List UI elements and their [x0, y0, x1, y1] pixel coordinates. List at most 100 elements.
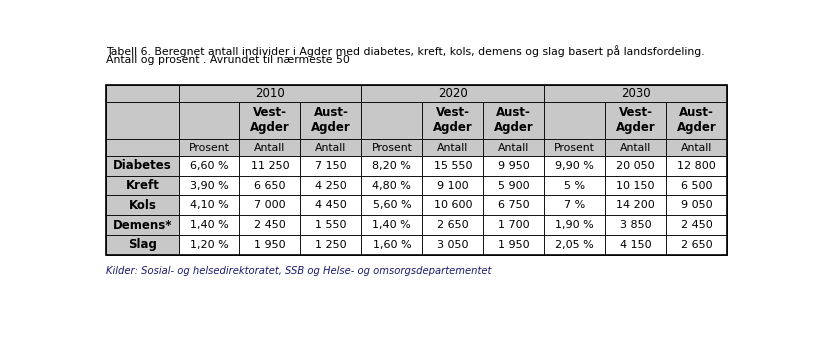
Bar	[483, 176, 544, 195]
Bar	[422, 235, 483, 255]
Bar	[666, 176, 727, 195]
Bar	[179, 176, 240, 195]
Text: 11 250: 11 250	[250, 161, 289, 171]
Bar	[361, 195, 422, 215]
Bar	[605, 156, 666, 176]
Text: 9 950: 9 950	[498, 161, 529, 171]
Text: Tabell 6. Beregnet antall individer i Agder med diabetes, kreft, kols, demens og: Tabell 6. Beregnet antall individer i Ag…	[107, 46, 705, 57]
Bar	[240, 176, 301, 195]
Text: Antall: Antall	[681, 142, 712, 153]
Bar	[422, 102, 483, 139]
Bar	[240, 156, 301, 176]
Bar	[666, 235, 727, 255]
Bar	[179, 156, 240, 176]
Bar	[240, 139, 301, 156]
Text: 5,60 %: 5,60 %	[372, 200, 411, 210]
Bar	[240, 215, 301, 235]
Bar	[666, 139, 727, 156]
Text: Vest-
Agder: Vest- Agder	[433, 106, 472, 134]
Text: 5 %: 5 %	[564, 181, 585, 191]
Bar	[422, 156, 483, 176]
Bar	[107, 215, 179, 235]
Bar	[301, 156, 361, 176]
Bar	[107, 176, 179, 195]
Text: 1,40 %: 1,40 %	[189, 220, 228, 230]
Bar	[179, 102, 240, 139]
Text: 1,60 %: 1,60 %	[372, 240, 411, 250]
Bar	[605, 215, 666, 235]
Text: 10 150: 10 150	[616, 181, 655, 191]
Bar	[107, 156, 179, 176]
Bar	[483, 215, 544, 235]
Bar	[544, 85, 727, 102]
Bar	[240, 195, 301, 215]
Bar	[422, 215, 483, 235]
Bar	[544, 195, 605, 215]
Text: 1,90 %: 1,90 %	[555, 220, 594, 230]
Bar	[544, 235, 605, 255]
Text: 6 650: 6 650	[254, 181, 285, 191]
Text: Prosent: Prosent	[189, 142, 229, 153]
Bar	[483, 195, 544, 215]
Text: Diabetes: Diabetes	[113, 159, 172, 172]
Text: 4 450: 4 450	[315, 200, 347, 210]
Bar	[361, 156, 422, 176]
Text: Kreft: Kreft	[125, 179, 159, 192]
Text: Antall: Antall	[437, 142, 468, 153]
Bar	[483, 139, 544, 156]
Text: 4 250: 4 250	[315, 181, 347, 191]
Bar	[422, 176, 483, 195]
Bar	[179, 139, 240, 156]
Text: 12 800: 12 800	[677, 161, 716, 171]
Text: Antall: Antall	[254, 142, 285, 153]
Text: 2,05 %: 2,05 %	[555, 240, 594, 250]
Bar	[605, 195, 666, 215]
Bar	[301, 215, 361, 235]
Text: 3 850: 3 850	[620, 220, 651, 230]
Bar	[483, 102, 544, 139]
Bar	[605, 176, 666, 195]
Bar	[422, 195, 483, 215]
Bar	[483, 156, 544, 176]
Text: 14 200: 14 200	[616, 200, 655, 210]
Text: 6 750: 6 750	[498, 200, 529, 210]
Text: 7 000: 7 000	[254, 200, 285, 210]
Bar	[483, 235, 544, 255]
Text: 1 250: 1 250	[315, 240, 346, 250]
Text: Aust-
Agder: Aust- Agder	[311, 106, 350, 134]
Bar	[666, 195, 727, 215]
Bar	[544, 176, 605, 195]
Bar	[361, 85, 544, 102]
Text: 2 450: 2 450	[680, 220, 712, 230]
Text: Aust-
Agder: Aust- Agder	[493, 106, 533, 134]
Text: 1 550: 1 550	[315, 220, 346, 230]
Text: 9 100: 9 100	[437, 181, 468, 191]
Bar	[107, 102, 179, 139]
Text: 3,90 %: 3,90 %	[189, 181, 228, 191]
Text: 4,80 %: 4,80 %	[372, 181, 411, 191]
Bar	[361, 102, 422, 139]
Text: 1,20 %: 1,20 %	[189, 240, 228, 250]
Bar	[361, 235, 422, 255]
Bar	[666, 156, 727, 176]
Text: 20 050: 20 050	[616, 161, 655, 171]
Bar	[544, 215, 605, 235]
Bar	[301, 235, 361, 255]
Text: 1 700: 1 700	[498, 220, 529, 230]
Bar	[605, 139, 666, 156]
Bar	[544, 102, 605, 139]
Bar	[179, 85, 361, 102]
Text: Aust-
Agder: Aust- Agder	[676, 106, 716, 134]
Bar	[422, 139, 483, 156]
Text: 9 050: 9 050	[680, 200, 712, 210]
Text: Antall: Antall	[315, 142, 346, 153]
Text: 3 050: 3 050	[437, 240, 468, 250]
Text: Kols: Kols	[128, 199, 156, 212]
Bar	[666, 102, 727, 139]
Text: 7 %: 7 %	[564, 200, 585, 210]
Text: 2 650: 2 650	[437, 220, 468, 230]
Bar	[301, 195, 361, 215]
Text: 2 450: 2 450	[254, 220, 286, 230]
Bar	[666, 215, 727, 235]
Text: Vest-
Agder: Vest- Agder	[250, 106, 289, 134]
